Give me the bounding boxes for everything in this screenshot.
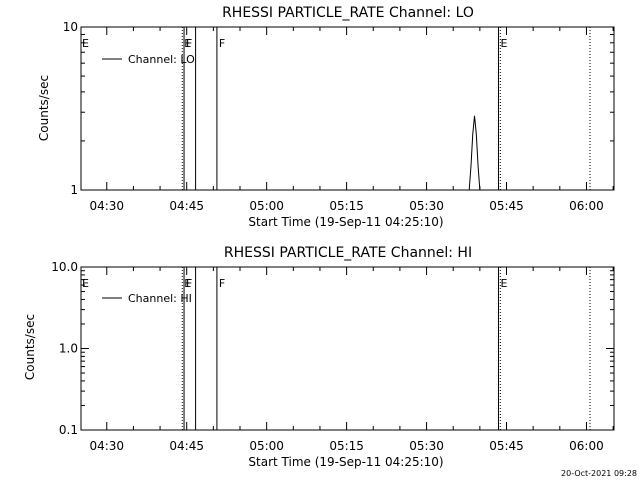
footer-timestamp: 20-Oct-2021 09:28: [561, 469, 637, 478]
x-tick-label: 05:30: [409, 439, 444, 453]
event-marker-label: F: [219, 277, 225, 290]
x-tick-label: 04:30: [89, 199, 124, 213]
x-tick-label: 06:00: [569, 439, 604, 453]
y-tick-label: 1: [70, 183, 78, 197]
legend-label: Channel: LO: [128, 53, 195, 66]
event-marker-label: F: [219, 37, 225, 50]
event-marker-label: E: [501, 37, 508, 50]
y-tick-label: 0.1: [59, 423, 78, 437]
event-marker-label: F: [186, 37, 192, 50]
legend: Channel: LO: [102, 53, 195, 66]
x-tick-label: 05:45: [489, 439, 524, 453]
x-tick-label: 04:45: [169, 439, 204, 453]
plot-frame: [80, 26, 615, 191]
x-tick-label: 05:30: [409, 199, 444, 213]
y-tick-label: 10.0: [51, 260, 78, 274]
x-tick-label: 05:00: [249, 439, 284, 453]
panel-hi: RHESSI PARTICLE_RATE Channel: HI Counts/…: [23, 245, 615, 469]
x-tick-label: 05:15: [329, 199, 364, 213]
x-tick-label: 04:45: [169, 199, 204, 213]
event-marker-label: E: [184, 37, 191, 50]
chart-title: RHESSI PARTICLE_RATE Channel: LO: [222, 5, 474, 21]
chart-title: RHESSI PARTICLE_RATE Channel: HI: [224, 245, 472, 261]
event-marker-label: E: [82, 277, 89, 290]
x-axis-label: Start Time (19-Sep-11 04:25:10): [248, 215, 443, 229]
panel-lo: RHESSI PARTICLE_RATE Channel: LO Counts/…: [37, 5, 615, 229]
x-tick-label: 05:15: [329, 439, 364, 453]
series-line: [468, 115, 481, 191]
event-marker-label: E: [82, 37, 89, 50]
x-tick-label: 04:30: [89, 439, 124, 453]
event-marker-label: E: [501, 277, 508, 290]
legend: Channel: HI: [102, 292, 192, 305]
y-axis-label: Counts/sec: [37, 75, 51, 141]
event-marker-label: F: [186, 277, 192, 290]
x-tick-label: 05:45: [489, 199, 524, 213]
y-axis-label: Counts/sec: [23, 314, 37, 380]
y-tick-label: 1.0: [59, 342, 78, 356]
x-axis-label: Start Time (19-Sep-11 04:25:10): [248, 455, 443, 469]
y-tick-label: 10: [63, 20, 78, 34]
legend-label: Channel: HI: [128, 292, 192, 305]
event-marker-label: E: [184, 277, 191, 290]
x-tick-label: 06:00: [569, 199, 604, 213]
x-tick-label: 05:00: [249, 199, 284, 213]
